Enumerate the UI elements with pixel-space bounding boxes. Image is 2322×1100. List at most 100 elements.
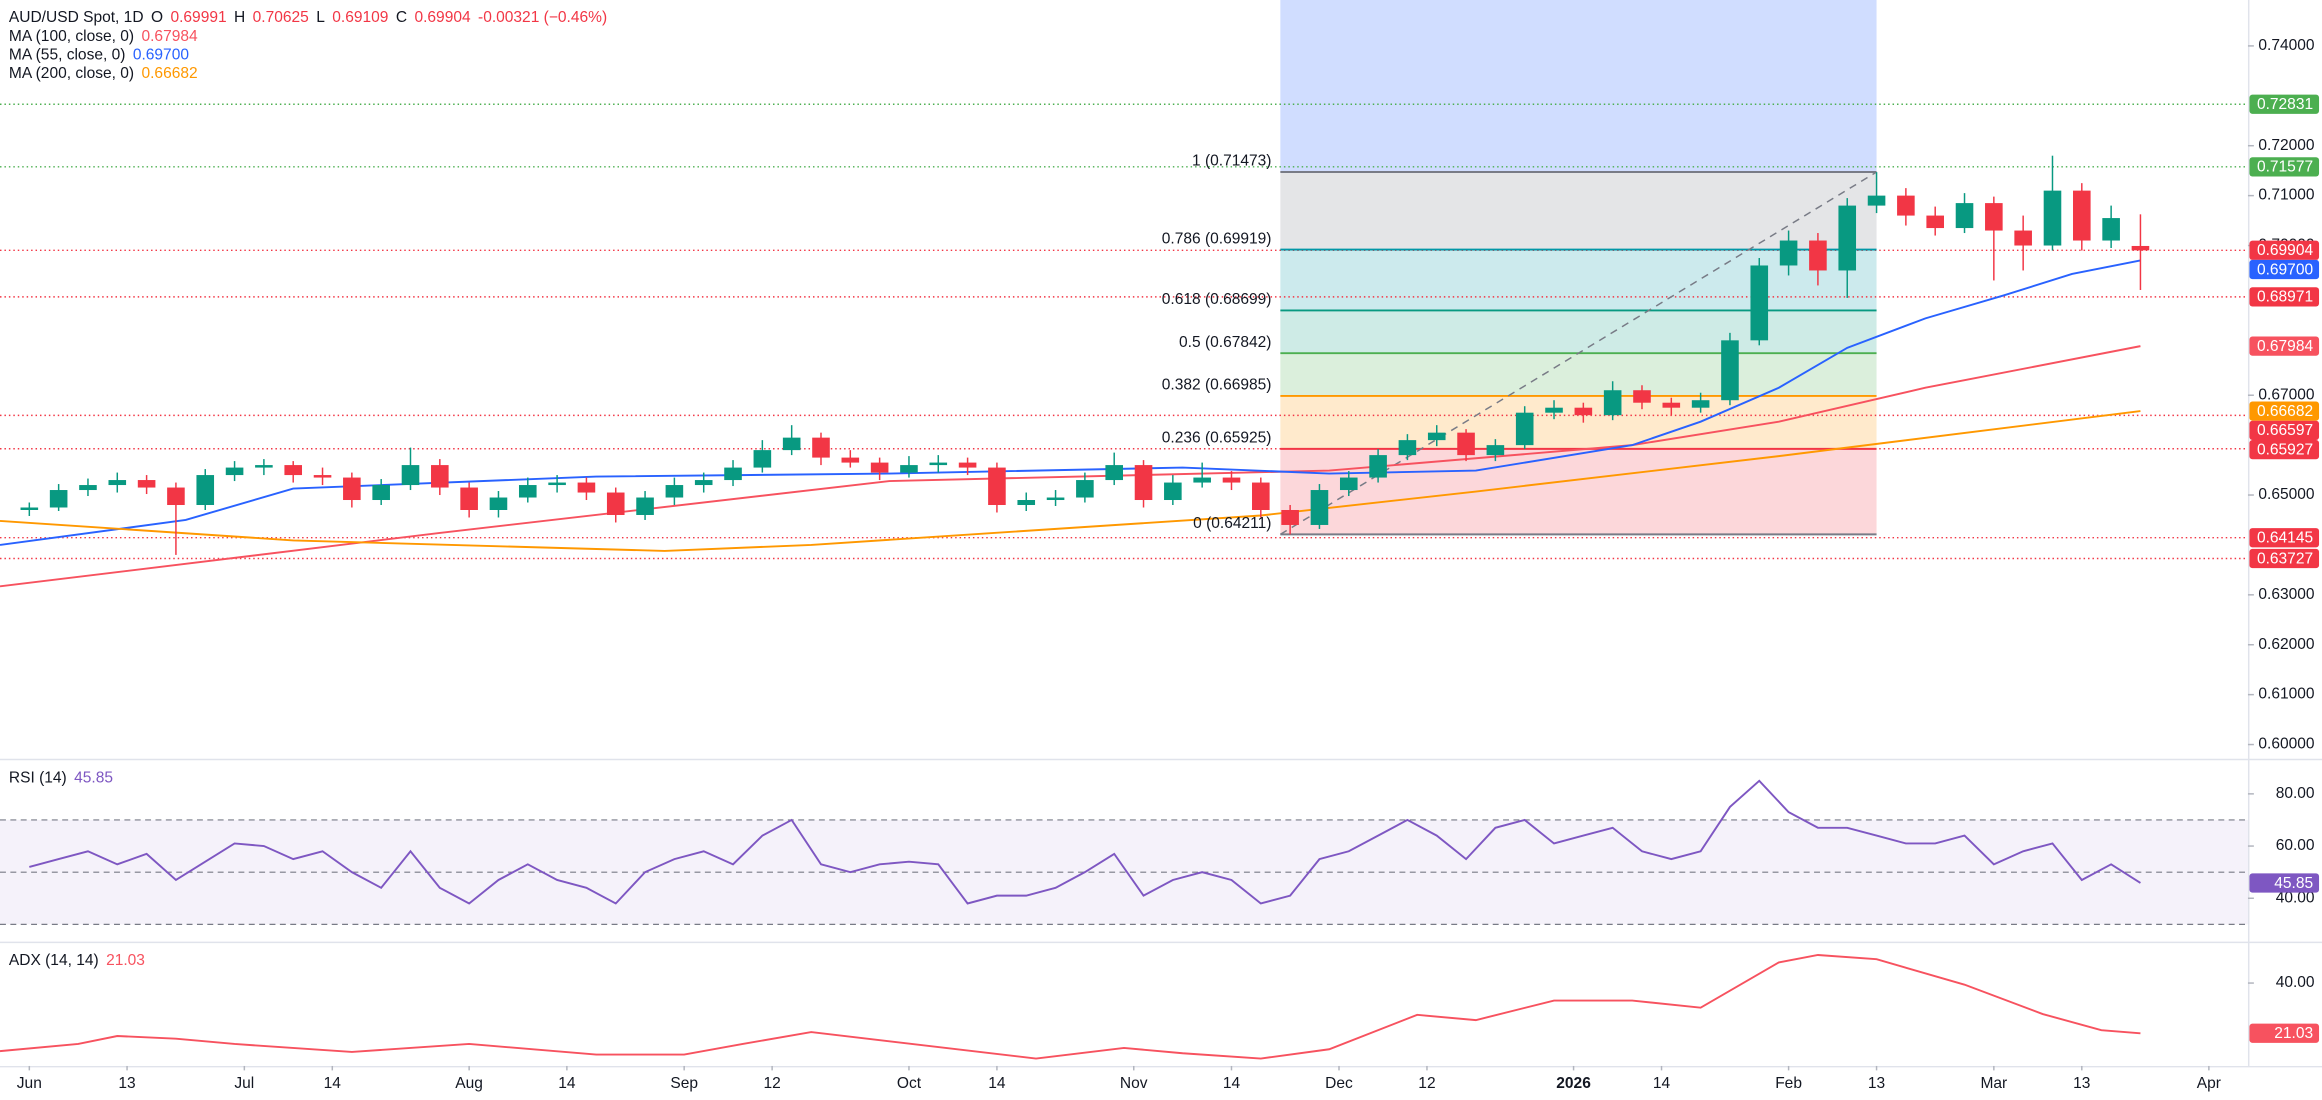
- price-tag: [2249, 401, 2320, 421]
- candle-body: [1046, 497, 1065, 501]
- price-tag: [2249, 1023, 2320, 1043]
- candle-body: [958, 462, 977, 468]
- candle-body: [1076, 480, 1094, 498]
- candle-body: [2043, 190, 2062, 246]
- legend-name: MA (100, close, 0): [9, 28, 134, 45]
- legend-value: 0.69700: [133, 47, 190, 64]
- fib-label: 0.5 (0.67842): [1179, 334, 1271, 351]
- price-tag-label: 0.72831: [2257, 96, 2313, 113]
- layer-bg: [0, 0, 2248, 925]
- y-tick-label: 0.74000: [2258, 37, 2315, 54]
- price-tag-label: 0.66597: [2257, 422, 2313, 439]
- legend-key: O: [151, 9, 163, 26]
- legend-value: 0.69991: [170, 9, 226, 26]
- x-tick-label: 14: [988, 1075, 1006, 1092]
- x-tick-label: 13: [118, 1075, 135, 1092]
- candle-body: [284, 465, 303, 476]
- x-tick-label: 13: [2073, 1075, 2090, 1092]
- candle-body: [665, 485, 684, 498]
- candle-body: [1134, 465, 1153, 501]
- layer-lines: [0, 171, 2141, 1060]
- price-tag: [2249, 420, 2320, 440]
- x-tick-label: Dec: [1325, 1075, 1353, 1092]
- candle-body: [1897, 195, 1915, 216]
- x-tick-label: Jun: [17, 1075, 42, 1092]
- candle-body: [2131, 245, 2150, 251]
- x-tick-label: 13: [1868, 1075, 1885, 1092]
- layer-labels: 1 (0.71473) 0.786 (0.69919) 0.618 (0.68699…: [9, 9, 2320, 1092]
- candle-body: [1398, 440, 1417, 456]
- candle-body: [1105, 465, 1124, 481]
- candle-body: [1252, 482, 1270, 510]
- y-tick-label: 40.00: [2276, 889, 2315, 906]
- fib-label: 0.618 (0.68699): [1162, 291, 1272, 308]
- price-tag: [2249, 873, 2320, 893]
- candle-body: [1164, 482, 1182, 501]
- y-tick-label: 0.60000: [2258, 736, 2315, 753]
- price-tag-label: 0.63727: [2257, 550, 2313, 567]
- price-tag-label: 0.64145: [2257, 530, 2313, 547]
- fib-label: 0.382 (0.66985): [1162, 377, 1272, 394]
- y-tick-label: 80.00: [2276, 785, 2315, 802]
- candle-body: [636, 497, 654, 515]
- legend: ADX (14, 14) 21.03: [9, 952, 145, 969]
- legend-key: C: [396, 9, 407, 26]
- price-tag-label: 0.65927: [2257, 441, 2313, 458]
- candle-body: [900, 465, 918, 473]
- price-tag: [2249, 157, 2320, 177]
- fib-trend-line: [1279, 171, 1877, 536]
- candle-body: [1281, 509, 1299, 525]
- fib-band: [1280, 172, 1877, 250]
- moving-average-line: [0, 345, 2141, 588]
- x-tick-label: Sep: [670, 1075, 698, 1092]
- moving-average-line: [0, 410, 2141, 552]
- candle-body: [841, 457, 860, 463]
- candle-body: [489, 497, 508, 510]
- x-tick-label: 14: [1223, 1075, 1241, 1092]
- price-tag: [2249, 259, 2320, 280]
- candle-body: [313, 475, 332, 478]
- candle-body: [1750, 265, 1769, 341]
- legend-change: -0.00321 (−0.46%): [478, 9, 607, 26]
- candle-body: [1633, 390, 1651, 403]
- fib-band: [1280, 310, 1877, 354]
- price-tag-label: 0.67984: [2257, 338, 2314, 355]
- x-tick-label: 12: [1418, 1075, 1435, 1092]
- x-tick-label: 2026: [1556, 1075, 1591, 1092]
- legend-title: AUD/USD Spot, 1D: [9, 9, 144, 26]
- candle-body: [606, 492, 625, 515]
- legend-value: 0.67984: [141, 28, 198, 45]
- candle-body: [577, 482, 596, 493]
- y-tick-label: 0.71000: [2258, 187, 2315, 204]
- candle-body: [1369, 455, 1387, 478]
- price-tag: [2249, 336, 2320, 356]
- candle-body: [1457, 432, 1475, 456]
- candle-body: [1779, 240, 1798, 266]
- candle-body: [1017, 500, 1036, 506]
- x-tick-label: 14: [558, 1075, 576, 1092]
- y-tick-label: 0.63000: [2258, 586, 2315, 603]
- candle-body: [1427, 432, 1446, 441]
- x-tick-label: Apr: [2197, 1075, 2221, 1092]
- fib-label: 0.786 (0.69919): [1162, 230, 1272, 247]
- legend-value: 0.69109: [332, 9, 388, 26]
- fib-band: [1280, 353, 1877, 396]
- layer-marks: [20, 155, 2150, 555]
- x-tick-label: Mar: [1980, 1075, 2007, 1092]
- fib-label: 0 (0.64211): [1193, 515, 1271, 532]
- legend: MA (200, close, 0) 0.66682: [9, 65, 198, 82]
- candle-body: [49, 490, 68, 508]
- candle-body: [1691, 400, 1710, 408]
- candle-body: [196, 475, 215, 506]
- price-tag-label: 0.69700: [2257, 261, 2314, 278]
- x-tick-label: Oct: [897, 1075, 922, 1092]
- candle-body: [225, 467, 244, 476]
- legend: MA (55, close, 0) 0.69700: [9, 47, 189, 64]
- candle-body: [1222, 477, 1241, 483]
- candle-body: [255, 465, 273, 468]
- y-tick-label: 0.65000: [2258, 486, 2315, 503]
- legend-value: 0.66682: [141, 65, 197, 82]
